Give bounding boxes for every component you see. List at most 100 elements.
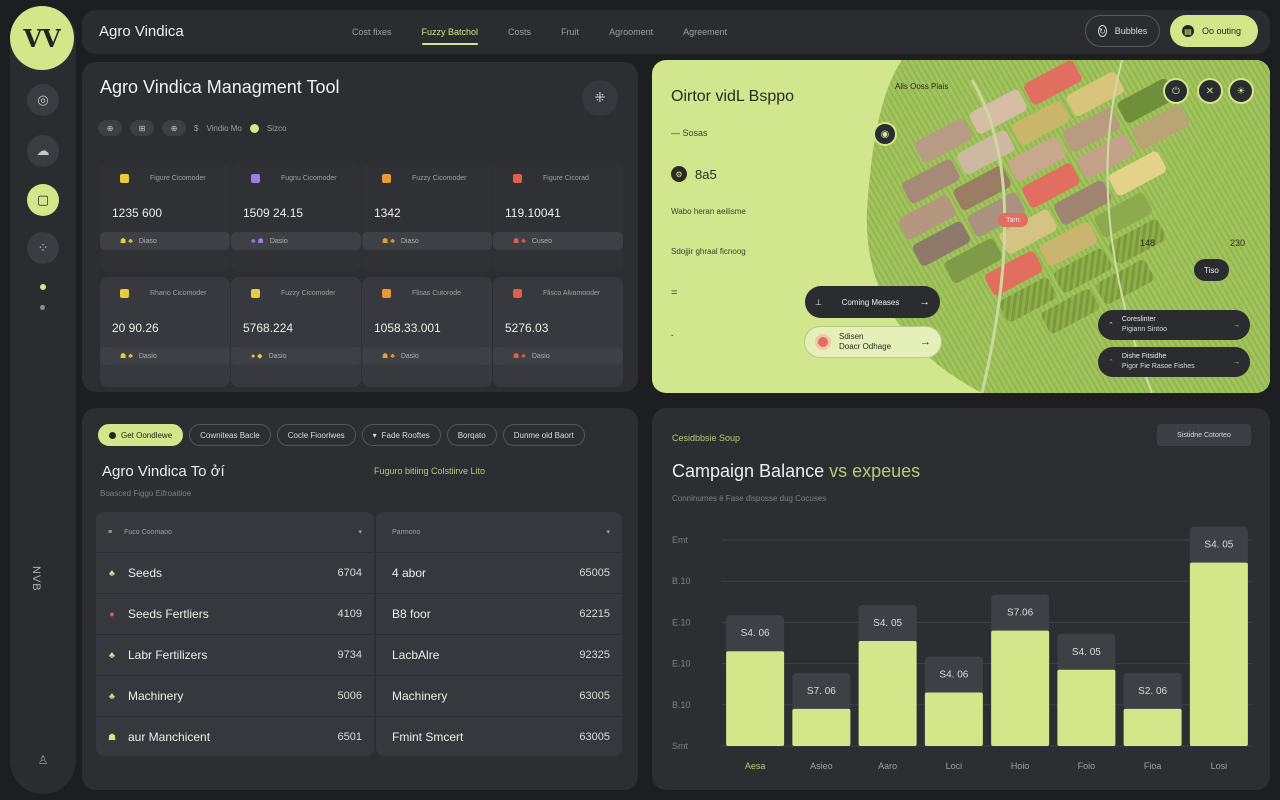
outing-button[interactable]: ▤ Oo outing <box>1170 15 1258 47</box>
kpi-card[interactable]: Fugnu Cicomoder 1509 24.15 ♣ ☗ Dasio <box>231 162 361 272</box>
x-tick-label: Hoio <box>1011 761 1030 771</box>
alert-dot-icon <box>815 334 831 350</box>
nav-item-active[interactable]: Fuzzy Batchol <box>421 21 478 45</box>
group-icon[interactable]: ☁ <box>27 135 59 167</box>
table-row[interactable]: Fmint Smcert 63005 <box>376 717 622 756</box>
chart-bar[interactable] <box>858 640 917 746</box>
coming-measures-button[interactable]: ⊥ Coming Meases → <box>805 286 940 318</box>
kpi-card[interactable]: Flisas Cutorode 1058.33.001 ☗ ♣ Dasio <box>362 277 492 387</box>
chart-bar[interactable] <box>924 692 983 746</box>
chevron-up-icon: ⌃ <box>1108 322 1114 329</box>
chart-bar[interactable] <box>1123 708 1182 746</box>
tab[interactable]: Cowniteas Bacle <box>189 424 271 446</box>
schedule-button[interactable]: Sdisen Doacr Odhage → <box>804 326 942 358</box>
kpi-footer-label: Dasio <box>400 352 419 360</box>
costs-subtitle: Boasced Figgo Eifroaitioe <box>100 489 192 498</box>
table-header[interactable]: ≡ Fuco Coomaoo ▾ <box>96 512 374 553</box>
nav-item[interactable]: Costs <box>508 27 532 37</box>
chart-bar[interactable] <box>792 708 851 746</box>
tab[interactable]: Cocle Fiooriwes <box>276 424 356 446</box>
grid-icon[interactable]: ⁘ <box>27 232 59 264</box>
tab[interactable]: Borqato <box>446 424 497 446</box>
bubbles-button[interactable]: ↻ Bubbles <box>1085 15 1160 47</box>
kpi-card[interactable]: Fuzzy Cicomoder 1342 ☗ ♣ Diaso <box>362 162 492 272</box>
table-row[interactable]: ☗ aur Manchicent 6501 <box>96 717 374 756</box>
kpi-card[interactable]: Rhano Cicomoder 20 90.26 ☗ ♣ Dasio <box>100 277 230 387</box>
row-value: 6704 <box>337 567 362 579</box>
table-row[interactable]: Machinery 63005 <box>376 676 622 717</box>
search-icon[interactable]: ◎ <box>27 84 59 116</box>
nav-item[interactable]: Agrooment <box>609 27 654 37</box>
table-row[interactable]: ♣ Labr Fertilizers 9734 <box>96 635 374 676</box>
table-row[interactable]: LacbAlre 92325 <box>376 635 622 676</box>
alert-card[interactable]: ⌃ Coreslinter Pigiann Sintoo → <box>1098 310 1250 340</box>
kpi-label: Figure Cicomoder <box>150 175 206 182</box>
map-coordinate-b: 230 <box>1230 238 1246 248</box>
table-row[interactable]: 4 abor 65005 <box>376 553 622 594</box>
table-row[interactable]: B8 foor 62215 <box>376 594 622 635</box>
kpi-color-swatch <box>251 289 260 298</box>
map-subtitle: — Sosas <box>671 128 708 138</box>
expand-icon[interactable]: ✕ <box>1197 78 1223 104</box>
row-value: 62215 <box>579 608 610 620</box>
schedule-line-2: Doacr Odhage <box>839 342 892 351</box>
filter-chip[interactable]: ⊕ <box>162 120 186 136</box>
tab-active[interactable]: Get Oondlewe <box>98 424 184 446</box>
alert-card[interactable]: ⌃ Dishe Fitsidhe Pigor Fie Rasoe Fishes → <box>1098 347 1250 377</box>
tab[interactable]: ▾ Fade Rooftes <box>361 424 441 446</box>
location-pin-icon[interactable]: ◉ <box>873 122 897 146</box>
power-icon[interactable]: ⏻ <box>1163 78 1189 104</box>
kpi-icons: ☗ ♣ <box>513 353 526 360</box>
sidebar: VV ◎ ☁ ▢ ⁘ NVB ♙ <box>10 6 76 794</box>
filter-chip[interactable]: ⊞ <box>130 120 154 136</box>
x-tick-label: Foio <box>1078 761 1096 771</box>
kpi-footer: ☗ ♣ Dasio <box>493 347 623 365</box>
kpi-value: 1342 <box>374 206 401 220</box>
nav-item[interactable]: Cost fixes <box>352 27 392 37</box>
dashboard-icon[interactable]: ▢ <box>27 184 59 216</box>
tab-label: Borqato <box>457 430 486 440</box>
chart-bar[interactable] <box>1057 669 1116 746</box>
kpi-color-swatch <box>251 174 260 183</box>
chart-bar[interactable] <box>1189 562 1248 746</box>
kpi-footer-label: Dasio <box>531 352 550 360</box>
grid-menu-icon[interactable]: ⁜ <box>582 80 618 116</box>
map-field-tag[interactable]: Tarn <box>998 213 1028 227</box>
table-header[interactable]: Parmono ▾ <box>376 512 622 553</box>
top-bar: Agro Vindica Cost fixes Fuzzy Batchol Co… <box>82 10 1270 54</box>
kpi-value: 20 90.26 <box>112 321 159 335</box>
nav-item[interactable]: Fruit <box>561 27 580 37</box>
chart-bar[interactable] <box>726 651 785 746</box>
table-row[interactable]: ♣ Seeds 6704 <box>96 553 374 594</box>
kpi-color-swatch <box>382 289 391 298</box>
arrow-right-icon: → <box>1233 321 1240 329</box>
tab[interactable]: Dunme old Baort <box>502 424 585 446</box>
logo[interactable]: VV <box>10 6 74 70</box>
kpi-card[interactable]: Figure Cicorad 119.10041 ☗ ♣ Cuseo <box>493 162 623 272</box>
chart-filter-button[interactable]: Sistidne Cotorteo <box>1157 424 1251 446</box>
field-map[interactable] <box>652 60 1270 393</box>
user-icon[interactable]: ♙ <box>37 753 49 767</box>
kpi-card[interactable]: Figure Cicomoder 1235 600 ☗ ♣ Diaso <box>100 162 230 272</box>
kpi-label: Rhano Cicomoder <box>150 290 207 297</box>
kpi-card[interactable]: Flisco Alvamooder 5276.03 ☗ ♣ Dasio <box>493 277 623 387</box>
kpi-icons: ♣ ☗ <box>251 238 264 245</box>
tab-label: Cocle Fiooriwes <box>287 430 345 440</box>
row-name: Machinery <box>128 689 184 703</box>
chip-label-secondary: Sizco <box>266 123 287 133</box>
kpi-value: 5768.224 <box>243 321 294 335</box>
map-tag[interactable]: Tiso <box>1194 259 1229 281</box>
sun-icon[interactable]: ☀ <box>1228 78 1254 104</box>
nav-item[interactable]: Agreement <box>683 27 728 37</box>
kpi-label: Flisco Alvamooder <box>543 290 601 297</box>
kpi-card[interactable]: Fuzzy Cicomoder 5768.224 ● ◆ Dasio <box>231 277 361 387</box>
row-value: 9734 <box>337 649 362 661</box>
alert-line-1: Dishe Fitsidhe <box>1121 353 1167 360</box>
filter-chip[interactable]: ⊕ <box>98 120 122 136</box>
kpi-icons: ☗ ♣ <box>120 353 133 360</box>
row-value: 6501 <box>337 731 362 743</box>
table-row[interactable]: ♣ Machinery 5006 <box>96 676 374 717</box>
kpi-footer-label: Diaso <box>138 237 157 245</box>
chart-bar[interactable] <box>991 630 1050 746</box>
table-row[interactable]: ● Seeds Fertliers 4109 <box>96 594 374 635</box>
